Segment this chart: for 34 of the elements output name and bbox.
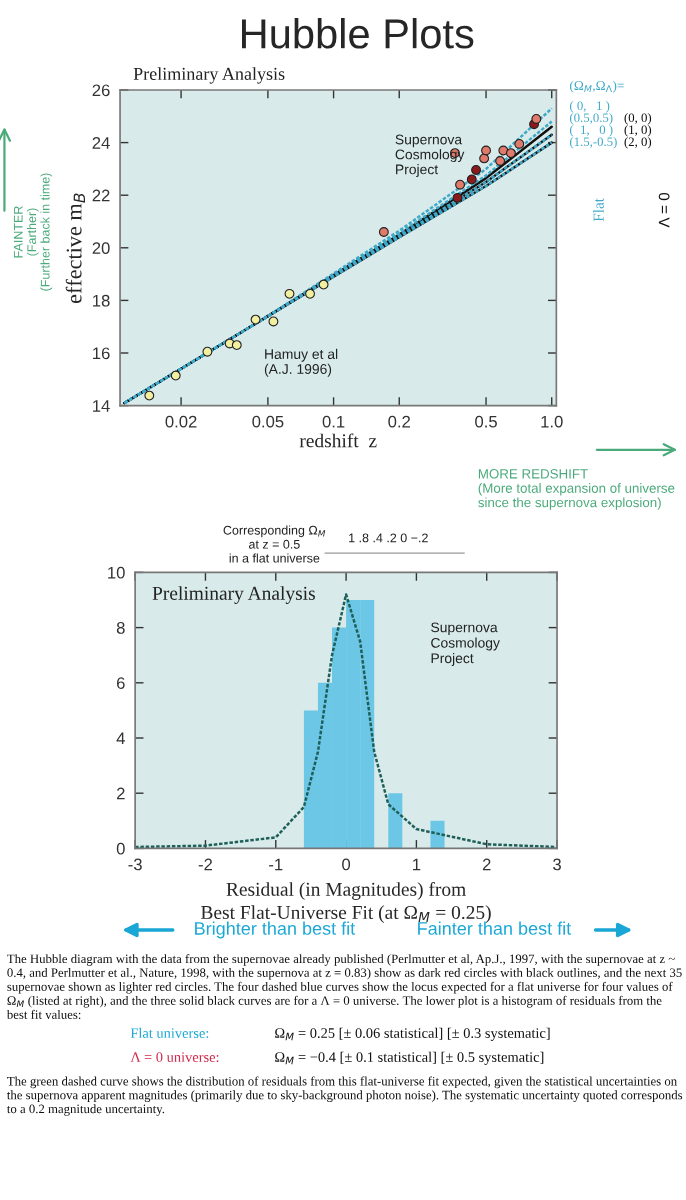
y-tick-label: 0 [116, 842, 125, 855]
text: Fainter than best fit [418, 921, 572, 935]
x-tick-label: 0.1 [322, 415, 345, 428]
x-tick-label: 2 [482, 858, 491, 871]
x-tick-label: 0.05 [252, 415, 284, 428]
x-tick-label: 0.02 [165, 415, 197, 428]
text: Brighter than best fit [195, 921, 356, 939]
x-tick-label: 0.2 [388, 415, 410, 428]
annotation: Preliminary Analysis [152, 586, 315, 604]
y-tick-label: 4 [116, 732, 125, 745]
y-tick-label: 20 [92, 242, 110, 254]
x-tick-label: 3 [553, 858, 561, 871]
y-tick-label: 16 [93, 347, 110, 360]
x-tick-label: 0.5 [475, 415, 497, 428]
y-axis-title: effective m$_{B}$ [65, 193, 86, 304]
chart-title: Hubble Plots [242, 18, 474, 49]
y-tick-label: 10 [108, 566, 125, 579]
y-tick-label: 26 [92, 84, 110, 97]
x-axis-title: Residual (in Magnitudes) from Best Flat-Universe Fit (at Ω$_{M}$ = 0.25) [201, 881, 491, 923]
x-tick-label: 1 [413, 858, 421, 871]
x-tick-label: -3 [128, 858, 142, 871]
y-tick-label: 18 [93, 294, 110, 307]
x-tick-label: -1 [269, 858, 283, 871]
x-tick-label: 1.0 [541, 415, 563, 428]
y-tick-label: 6 [117, 677, 125, 689]
x-axis-title: redshift z [299, 433, 377, 448]
y-tick-label: 8 [116, 622, 125, 634]
y-tick-label: 24 [92, 137, 110, 149]
x-tick-label: 0 [342, 858, 351, 871]
y-tick-label: 2 [116, 787, 125, 800]
y-tick-label: 22 [92, 189, 110, 202]
x-tick-label: -2 [198, 858, 213, 871]
y-tick-label: 14 [93, 400, 110, 412]
text: Preliminary Analysis [133, 67, 285, 84]
